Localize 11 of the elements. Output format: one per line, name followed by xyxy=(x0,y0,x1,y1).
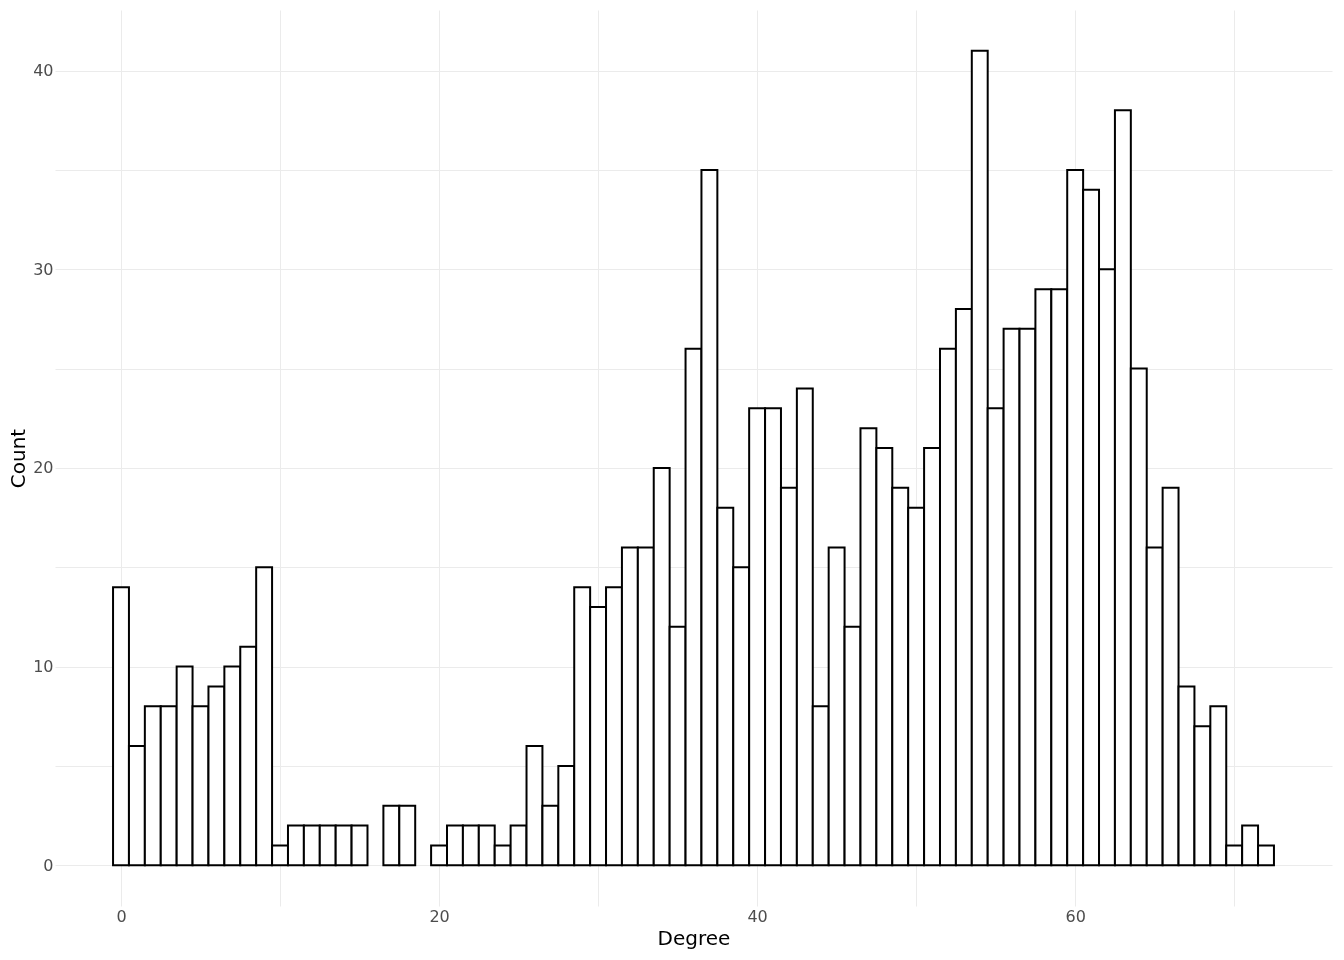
y-tick-label: 10 xyxy=(33,657,54,677)
y-axis-title: Count xyxy=(6,428,31,489)
x-tick-label: 0 xyxy=(116,906,127,926)
x-tick-label: 60 xyxy=(1065,906,1086,926)
y-tick-label: 20 xyxy=(33,458,54,478)
y-tick-label: 40 xyxy=(33,61,54,81)
y-tick-label: 30 xyxy=(33,259,54,279)
x-axis-title: Degree xyxy=(657,925,731,950)
x-tick-label: 40 xyxy=(747,906,768,926)
x-tick-label: 20 xyxy=(429,906,450,926)
y-tick-label: 0 xyxy=(43,855,54,875)
